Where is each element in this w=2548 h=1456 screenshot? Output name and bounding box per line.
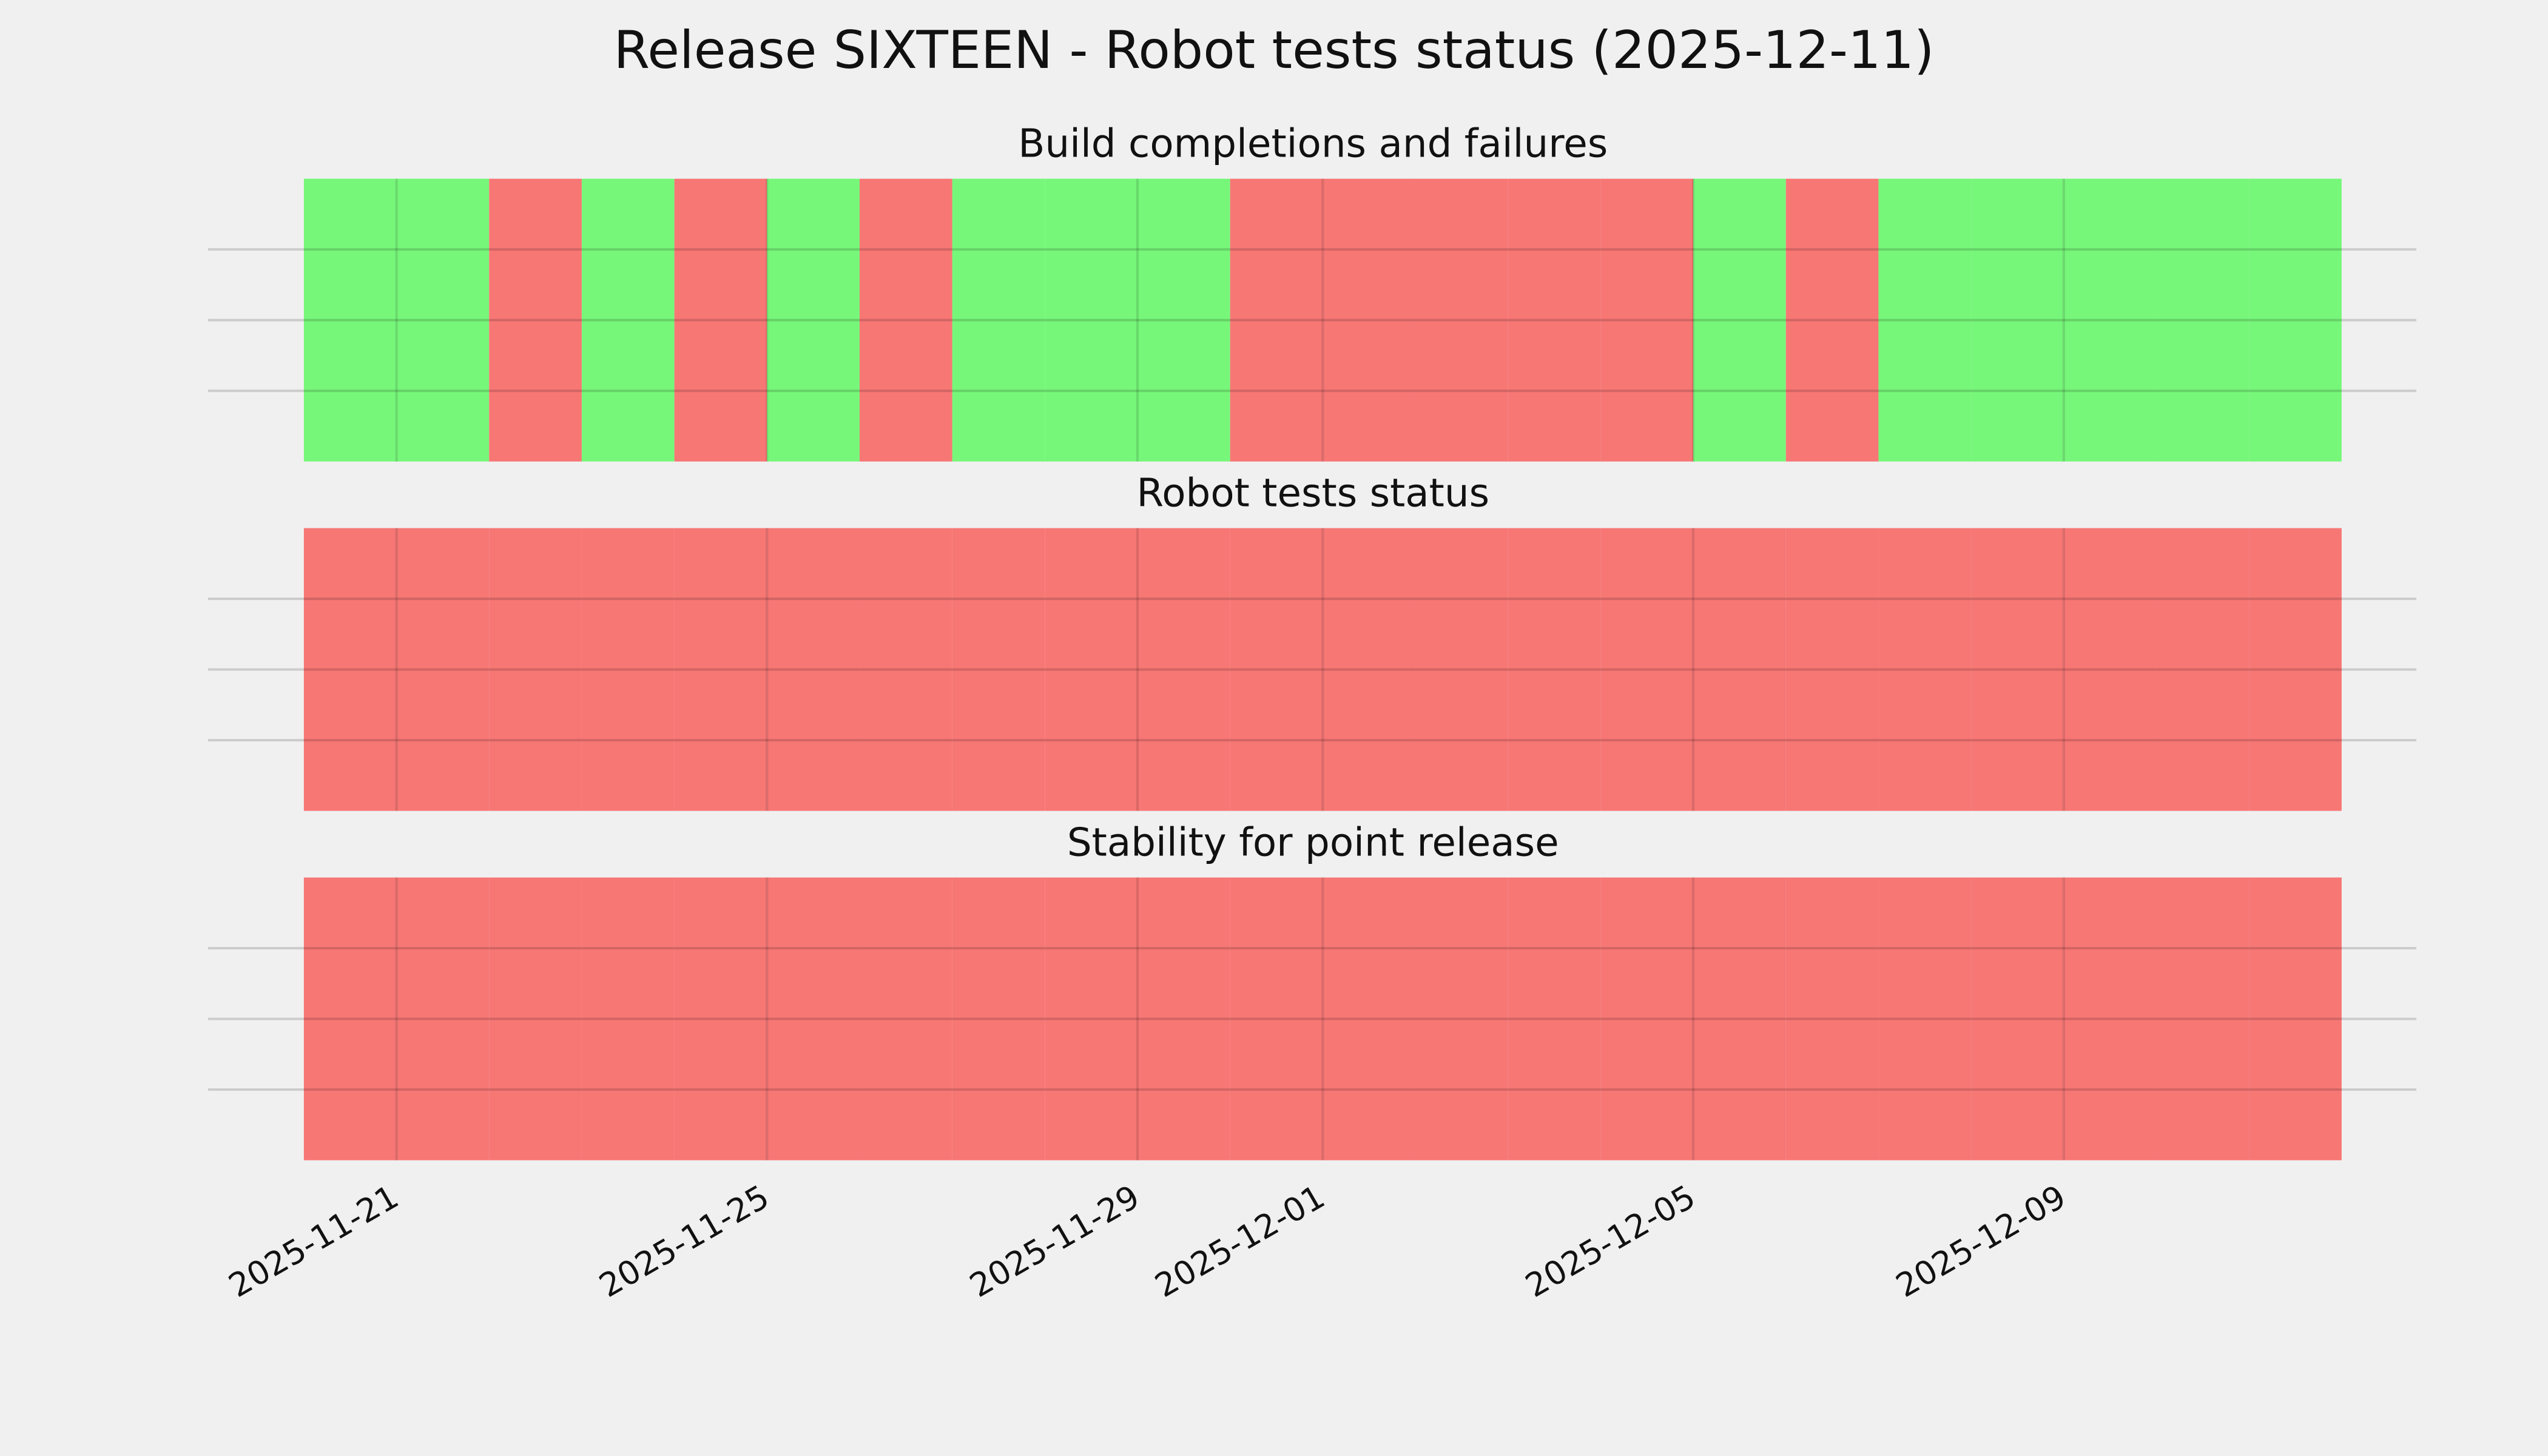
status-bar [2063,528,2157,811]
status-bar [1785,877,1879,1161]
status-bar [489,877,582,1161]
status-bar [1785,178,1879,462]
status-bar [1508,528,1601,811]
status-bar [1045,877,1138,1161]
status-bar [952,877,1045,1161]
status-bar [1693,528,1786,811]
panel-title: Robot tests status [1136,471,1489,516]
status-bar [767,877,860,1161]
status-bar [674,877,767,1161]
status-bar [2249,178,2342,462]
status-bar [581,528,675,811]
status-bar [1323,877,1416,1161]
status-bar [2156,178,2250,462]
status-bar [859,178,952,462]
chart-title: Release SIXTEEN - Robot tests status (20… [614,20,1935,81]
status-bar [581,877,675,1161]
status-bar [859,528,952,811]
status-bar [1045,528,1138,811]
status-bar [1323,528,1416,811]
status-bar [1230,528,1323,811]
status-bar [303,877,397,1161]
status-bar [1878,178,1972,462]
status-bar [1878,528,1972,811]
status-bar [2249,528,2342,811]
status-bar [1230,877,1323,1161]
status-bar [2063,877,2157,1161]
status-bar [952,528,1045,811]
status-bar [2063,178,2157,462]
status-bar [1230,178,1323,462]
status-bar [1138,528,1230,811]
status-bar [489,178,582,462]
status-bar [767,528,860,811]
status-bar [489,528,582,811]
status-bar [2156,528,2250,811]
status-bar [2249,877,2342,1161]
status-bar [1971,528,2064,811]
status-bar [767,178,860,462]
status-bar [1971,178,2064,462]
status-bar [1508,877,1601,1161]
status-bar [1415,528,1508,811]
status-bar [396,528,490,811]
status-bar [1138,178,1230,462]
status-bar [1693,877,1786,1161]
status-bar [1693,178,1786,462]
status-bar [674,528,767,811]
status-bar [1600,877,1694,1161]
status-bar [952,178,1045,462]
status-bar [2156,877,2250,1161]
status-bar [1878,877,1972,1161]
status-bar [1415,178,1508,462]
status-bar [1785,528,1879,811]
status-bar [303,528,397,811]
status-bar [396,178,490,462]
status-bar [1600,528,1694,811]
status-bar [1415,877,1508,1161]
status-bar [581,178,675,462]
panel-title: Build completions and failures [1018,121,1608,167]
status-bar [1971,877,2064,1161]
status-bar [1600,178,1694,462]
status-bar [1138,877,1230,1161]
status-bar [1045,178,1138,462]
status-bar [396,877,490,1161]
status-bar [1508,178,1601,462]
status-bar [674,178,767,462]
status-bar [303,178,397,462]
status-bar [859,877,952,1161]
panel-title: Stability for point release [1067,820,1559,865]
status-bar [1323,178,1416,462]
